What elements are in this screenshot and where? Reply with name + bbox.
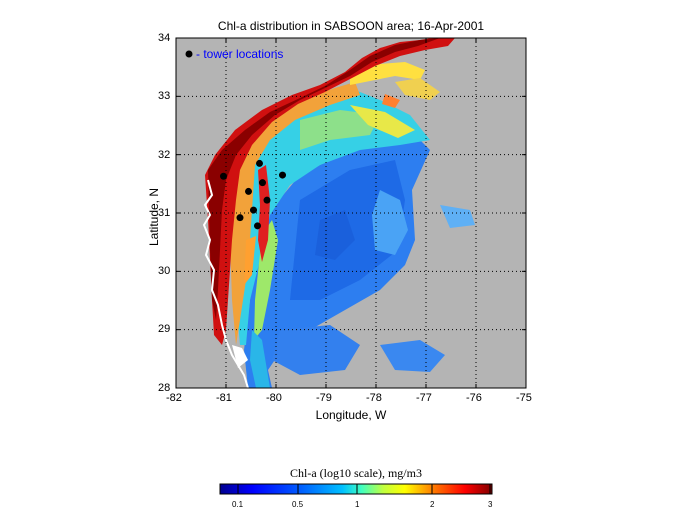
- axis-ticks: [175, 37, 527, 389]
- y-tick-label: 33: [158, 90, 171, 102]
- colorbar-tick-label: 0.1: [232, 500, 244, 509]
- inner-shelf-band: [230, 82, 360, 345]
- tower-marker: [263, 196, 271, 204]
- tower-marker: [220, 172, 227, 180]
- coastline: [202, 179, 249, 388]
- colorbar-tick-label: 2: [430, 500, 435, 509]
- colorbar: [219, 483, 493, 495]
- x-tick-label: -79: [316, 392, 332, 404]
- x-tick-label: -77: [416, 392, 432, 404]
- tower-marker: [256, 159, 263, 167]
- x-tick-label: -78: [366, 392, 382, 404]
- colorbar-tick-label: 3: [488, 500, 493, 509]
- y-tick-label: 30: [158, 265, 171, 277]
- colorbar-tick-label: 1: [355, 500, 360, 509]
- legend-tower-marker: [185, 50, 193, 58]
- x-tick-label: -76: [466, 392, 482, 404]
- tower-markers: [220, 159, 286, 230]
- tower-marker: [236, 214, 244, 222]
- x-axis-label: Longitude, W: [315, 408, 387, 422]
- tower-marker: [250, 206, 257, 214]
- colorbar-title: Chl-a (log10 scale), mg/m3: [290, 466, 422, 480]
- colorbar-tick-label: 0.5: [292, 500, 304, 509]
- mid-shelf-band: [236, 90, 430, 345]
- x-tick-label: -80: [266, 392, 282, 404]
- x-tick-label: -75: [516, 392, 532, 404]
- tower-marker: [279, 171, 286, 179]
- y-tick-label: 29: [158, 323, 171, 335]
- legend-text: - tower locations: [196, 47, 283, 61]
- y-tick-label: 34: [158, 32, 171, 44]
- y-tick-label: 28: [158, 382, 171, 394]
- x-tick-label: -81: [216, 392, 232, 404]
- tower-marker: [259, 179, 266, 187]
- chart-title: Chl-a distribution in SABSOON area; 16-A…: [217, 19, 485, 33]
- y-tick-label: 31: [158, 207, 171, 219]
- x-tick-label: -82: [166, 392, 182, 404]
- tower-marker: [245, 187, 252, 195]
- y-tick-label: 32: [158, 149, 171, 161]
- colorbar-ticks: [237, 484, 491, 494]
- tower-marker: [254, 222, 261, 230]
- chl-a-field: [202, 38, 475, 388]
